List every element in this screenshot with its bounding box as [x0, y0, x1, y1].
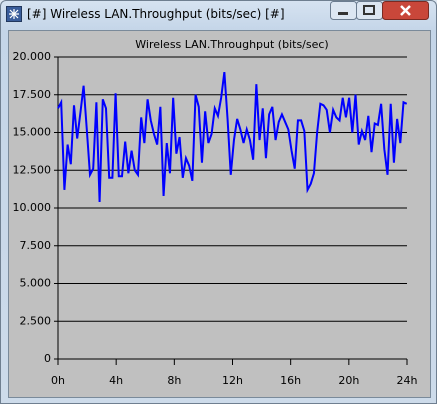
- y-tick-label: 7.500: [20, 239, 52, 252]
- y-tick-label: 10.000: [13, 201, 52, 214]
- line-series: [57, 71, 408, 202]
- y-tick-label: 2.500: [20, 314, 52, 327]
- window-buttons: [330, 1, 429, 20]
- y-tick-label: 17.500: [13, 88, 52, 101]
- x-tick-label: 16h: [280, 374, 301, 387]
- client-area: [8, 30, 431, 398]
- window-icon: [6, 6, 22, 22]
- x-tick-label: 8h: [167, 374, 181, 387]
- x-tick-label: 4h: [109, 374, 123, 387]
- x-tick-label: 0h: [51, 374, 65, 387]
- y-tick-label: 5.000: [20, 277, 52, 290]
- chart-title: Wireless LAN.Throughput (bits/sec): [135, 38, 328, 51]
- x-tick-label: 12h: [222, 374, 243, 387]
- x-tick-label: 20h: [338, 374, 359, 387]
- y-tick-label: 0: [44, 352, 51, 365]
- x-tick-label: 24h: [397, 374, 418, 387]
- y-tick-label: 12.500: [13, 163, 52, 176]
- window-title: [#] Wireless LAN.Throughput (bits/sec) […: [27, 7, 285, 21]
- y-tick-label: 15.000: [13, 126, 52, 139]
- y-tick-label: 20.000: [13, 50, 52, 63]
